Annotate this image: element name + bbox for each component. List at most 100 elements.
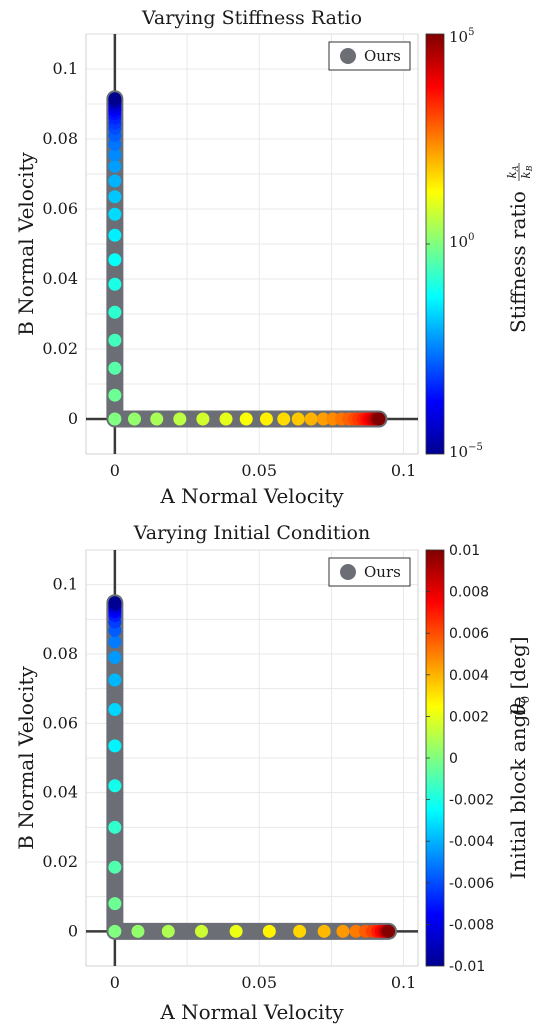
colorbar-label: Initial block angle θ0 [deg] bbox=[506, 636, 532, 879]
y-tick-label: 0.02 bbox=[42, 852, 78, 871]
data-point-b bbox=[108, 92, 121, 105]
colorbar-tick-label: 0.008 bbox=[449, 585, 489, 601]
data-point-b bbox=[108, 739, 121, 752]
data-point-b bbox=[108, 208, 121, 221]
data-point-b bbox=[108, 253, 121, 266]
colorbar-tick-label-mid: 100 bbox=[449, 232, 474, 251]
stiffness-ratio-fraction: kA kB bbox=[505, 163, 534, 181]
colorbar-label-math: θ0 [deg] bbox=[506, 636, 532, 715]
colorbar-tick-label: 0.004 bbox=[449, 668, 489, 684]
data-point-a bbox=[195, 925, 208, 938]
data-point-b bbox=[108, 925, 121, 938]
data-point-b bbox=[108, 821, 121, 834]
y-tick-label: 0.04 bbox=[42, 269, 78, 288]
x-tick-label: 0 bbox=[110, 461, 120, 480]
y-tick-labels: 0 0.02 0.04 0.06 0.08 0.1 bbox=[42, 575, 78, 941]
data-point-b bbox=[108, 703, 121, 716]
data-point-b bbox=[108, 389, 121, 402]
y-tick-label: 0.04 bbox=[42, 783, 78, 802]
colorbar-tick-label: 0.01 bbox=[449, 543, 480, 559]
data-point-b bbox=[108, 779, 121, 792]
data-point-a bbox=[173, 413, 186, 426]
x-tick-label: 0.05 bbox=[241, 461, 277, 480]
data-point-a bbox=[150, 413, 163, 426]
colorbar-tick-label: -0.008 bbox=[449, 917, 494, 933]
colorbar-tick-label: -0.01 bbox=[449, 959, 485, 975]
colorbar-tick-label: -0.004 bbox=[449, 834, 494, 850]
data-point-a bbox=[336, 925, 349, 938]
y-tick-label: 0.1 bbox=[53, 575, 78, 594]
data-point-a bbox=[292, 413, 305, 426]
x-tick-labels: 0 0.05 0.1 bbox=[110, 461, 417, 480]
y-tick-label: 0 bbox=[68, 409, 78, 428]
data-point-a bbox=[305, 413, 318, 426]
data-point-b bbox=[108, 596, 121, 609]
colorbar-tick-label-bottom: 10−5 bbox=[449, 442, 483, 461]
y-tick-label: 0.06 bbox=[42, 199, 78, 218]
data-point-b bbox=[108, 635, 121, 648]
y-tick-label: 0.08 bbox=[42, 644, 78, 663]
colorbar-tick-label: 0 bbox=[449, 751, 458, 767]
x-tick-label: 0.1 bbox=[391, 973, 416, 992]
y-axis-label: B Normal Velocity bbox=[14, 665, 38, 849]
data-point-b bbox=[108, 306, 121, 319]
data-point-b bbox=[108, 362, 121, 375]
data-point-b bbox=[108, 897, 121, 910]
data-point-a bbox=[277, 413, 290, 426]
colorbar-tick-label: 0.006 bbox=[449, 626, 489, 642]
y-axis-label: B Normal Velocity bbox=[14, 151, 38, 335]
data-point-a bbox=[196, 413, 209, 426]
chart-initial-condition: Varying Initial Condition 0 0.05 0.1 0 0.02… bbox=[14, 522, 532, 1024]
data-point-a bbox=[263, 925, 276, 938]
svg-text:10−5: 10−5 bbox=[449, 442, 483, 461]
data-point-b bbox=[108, 413, 121, 426]
data-point-a bbox=[220, 413, 233, 426]
colorbar-tick-label: -0.006 bbox=[449, 876, 494, 892]
legend: Ours bbox=[329, 558, 410, 586]
data-point-b bbox=[108, 861, 121, 874]
data-point-b bbox=[108, 651, 121, 664]
data-point-b bbox=[108, 229, 121, 242]
colorbar-tick-label: 0.002 bbox=[449, 709, 489, 725]
legend-marker bbox=[340, 48, 356, 64]
data-point-a bbox=[128, 413, 141, 426]
y-tick-label: 0.02 bbox=[42, 339, 78, 358]
svg-text:kB: kB bbox=[519, 165, 534, 178]
x-axis-label: A Normal Velocity bbox=[159, 484, 344, 508]
data-point-b bbox=[108, 334, 121, 347]
chart-title: Varying Stiffness Ratio bbox=[141, 7, 362, 29]
x-tick-label: 0.05 bbox=[241, 973, 277, 992]
data-point-a bbox=[162, 925, 175, 938]
data-point-a bbox=[293, 925, 306, 938]
colorbar-label: Stiffness ratio kA kB bbox=[505, 163, 534, 333]
data-point-a bbox=[373, 413, 386, 426]
y-tick-label: 0 bbox=[68, 921, 78, 940]
svg-text:kA: kA bbox=[505, 165, 520, 178]
x-axis-label: A Normal Velocity bbox=[159, 1000, 344, 1024]
data-point-b bbox=[108, 278, 121, 291]
data-point-b bbox=[108, 674, 121, 687]
colorbar-label-text: Stiffness ratio bbox=[506, 191, 530, 333]
chart-title: Varying Initial Condition bbox=[133, 522, 370, 544]
y-tick-labels: 0 0.02 0.04 0.06 0.08 0.1 bbox=[42, 59, 78, 428]
legend-marker bbox=[340, 564, 356, 580]
y-tick-label: 0.08 bbox=[42, 129, 78, 148]
x-tick-label: 0 bbox=[110, 973, 120, 992]
data-point-b bbox=[108, 160, 121, 173]
svg-text:105: 105 bbox=[449, 27, 474, 46]
y-tick-label: 0.1 bbox=[53, 59, 78, 78]
colorbar-tick-label-top: 105 bbox=[449, 27, 474, 46]
x-tick-labels: 0 0.05 0.1 bbox=[110, 973, 417, 992]
data-point-a bbox=[230, 925, 243, 938]
chart-stiffness-ratio: Varying Stiffness Ratio 0 0.05 0.1 0 0.02 0.… bbox=[14, 7, 534, 508]
svg-text:100: 100 bbox=[449, 232, 474, 251]
x-tick-label: 0.1 bbox=[391, 461, 416, 480]
y-tick-label: 0.06 bbox=[42, 713, 78, 732]
colorbar-label-text: Initial block angle bbox=[506, 696, 530, 879]
legend-label: Ours bbox=[364, 47, 401, 65]
data-point-b bbox=[108, 190, 121, 203]
legend-label: Ours bbox=[364, 563, 401, 581]
data-point-b bbox=[108, 175, 121, 188]
data-point-a bbox=[260, 413, 273, 426]
